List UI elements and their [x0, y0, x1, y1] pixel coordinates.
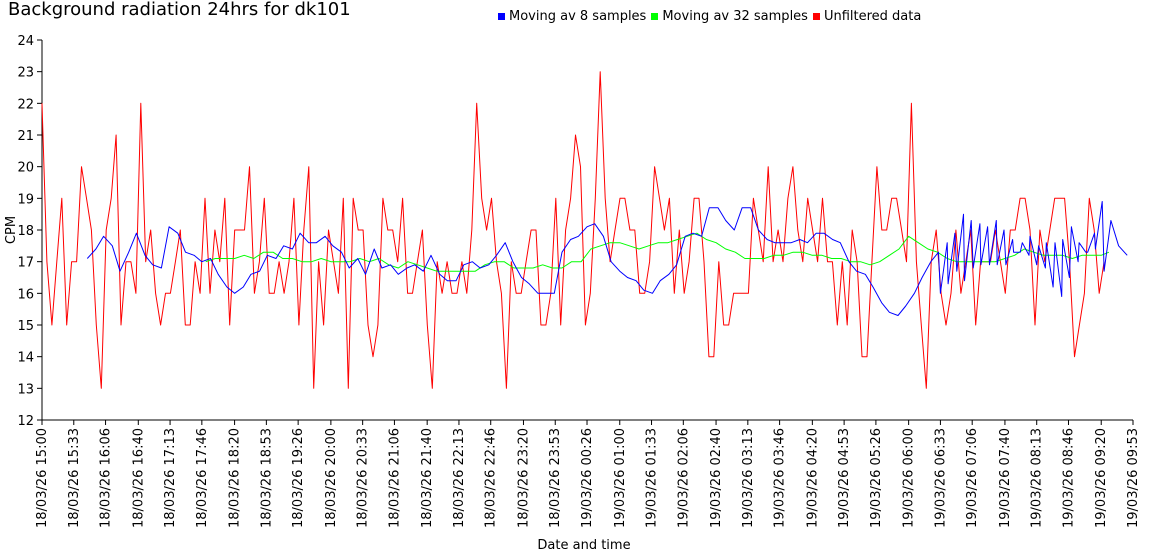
legend-entry-unfiltered: Unfiltered data [812, 9, 922, 24]
x-tick-label: 19/03/26 07:40 [998, 428, 1013, 528]
x-tick-label: 19/03/26 08:46 [1061, 428, 1076, 528]
x-tick-label: 19/03/26 05:26 [869, 428, 884, 528]
x-tick-label: 19/03/26 06:33 [933, 428, 948, 528]
x-axis: 18/03/26 15:00 18/03/26 15:33 18/03/26 16:… [35, 419, 1141, 528]
x-tick-label: 19/03/26 02:40 [709, 428, 724, 528]
x-tick-label: 19/03/26 08:13 [1030, 428, 1045, 528]
y-tick-label: 13 [17, 382, 34, 397]
x-tick-label: 18/03/26 21:06 [387, 428, 402, 528]
x-tick-label: 19/03/26 06:00 [902, 428, 917, 528]
x-tick-label: 18/03/26 20:00 [324, 428, 339, 528]
series-line-unfiltered [41, 71, 1105, 389]
y-tick-label: 12 [17, 414, 34, 429]
y-tick-label: 24 [17, 34, 34, 49]
x-tick-label: 18/03/26 17:46 [195, 428, 210, 528]
y-tick-label: 17 [17, 256, 34, 271]
legend-label-ma8: Moving av 8 samples [509, 9, 647, 24]
x-tick-label: 19/03/26 03:46 [773, 428, 788, 528]
x-tick-label: 19/03/26 00:26 [580, 428, 595, 528]
x-tick-label: 19/03/26 09:20 [1094, 428, 1109, 528]
y-axis: 12 13 14 15 16 17 18 19 20 21 22 23 24 [17, 34, 43, 429]
y-tick-label: 23 [17, 66, 34, 81]
legend-entry-ma32: Moving av 32 samples [651, 9, 808, 24]
y-tick-label: 14 [17, 351, 34, 366]
x-tick-label: 18/03/26 22:13 [452, 428, 467, 528]
x-tick-label: 18/03/26 22:46 [484, 428, 499, 528]
y-tick-label: 18 [17, 224, 34, 239]
x-tick-label: 18/03/26 20:33 [356, 428, 371, 528]
y-tick-label: 22 [17, 97, 34, 112]
x-tick-label: 19/03/26 09:53 [1126, 428, 1141, 528]
x-tick-label: 19/03/26 03:13 [741, 428, 756, 528]
x-tick-label: 19/03/26 04:20 [805, 428, 820, 528]
x-tick-label: 18/03/26 18:53 [259, 428, 274, 528]
legend-swatch-unfiltered [812, 13, 820, 20]
x-tick-label: 18/03/26 17:13 [163, 428, 178, 528]
x-tick-label: 19/03/26 04:53 [837, 428, 852, 528]
x-tick-label: 18/03/26 21:40 [420, 428, 435, 528]
legend-entry-ma8: Moving av 8 samples [498, 9, 646, 24]
legend-label-unfiltered: Unfiltered data [823, 9, 922, 24]
legend: Moving av 8 samples Moving av 32 samples… [498, 9, 926, 24]
x-axis-title: Date and time [537, 538, 630, 553]
series-layer [41, 71, 1128, 389]
x-tick-label: 18/03/26 15:33 [67, 428, 82, 528]
y-axis-title: CPM [4, 216, 19, 244]
x-tick-label: 18/03/26 16:40 [131, 428, 146, 528]
y-tick-label: 20 [17, 161, 34, 176]
x-tick-label: 18/03/26 16:06 [99, 428, 114, 528]
x-tick-label: 18/03/26 23:53 [548, 428, 563, 528]
x-tick-label: 18/03/26 15:00 [35, 428, 50, 528]
y-tick-label: 16 [17, 287, 34, 302]
x-tick-label: 18/03/26 19:26 [291, 428, 306, 528]
x-tick-label: 19/03/26 07:06 [965, 428, 980, 528]
y-tick-label: 21 [17, 129, 34, 144]
legend-swatch-ma32 [651, 13, 659, 20]
y-tick-label: 19 [17, 192, 34, 207]
y-tick-label: 15 [17, 319, 34, 334]
x-tick-label: 18/03/26 18:20 [228, 428, 243, 528]
x-tick-label: 19/03/26 01:00 [613, 428, 628, 528]
x-tick-label: 19/03/26 02:06 [676, 428, 691, 528]
legend-swatch-ma8 [498, 13, 505, 20]
legend-label-ma32: Moving av 32 samples [662, 9, 808, 24]
x-tick-label: 18/03/26 23:20 [516, 428, 531, 528]
chart-title: Background radiation 24hrs for dk101 [8, 0, 351, 20]
x-tick-label: 19/03/26 01:33 [645, 428, 660, 528]
series-line-ma8 [86, 201, 1128, 316]
